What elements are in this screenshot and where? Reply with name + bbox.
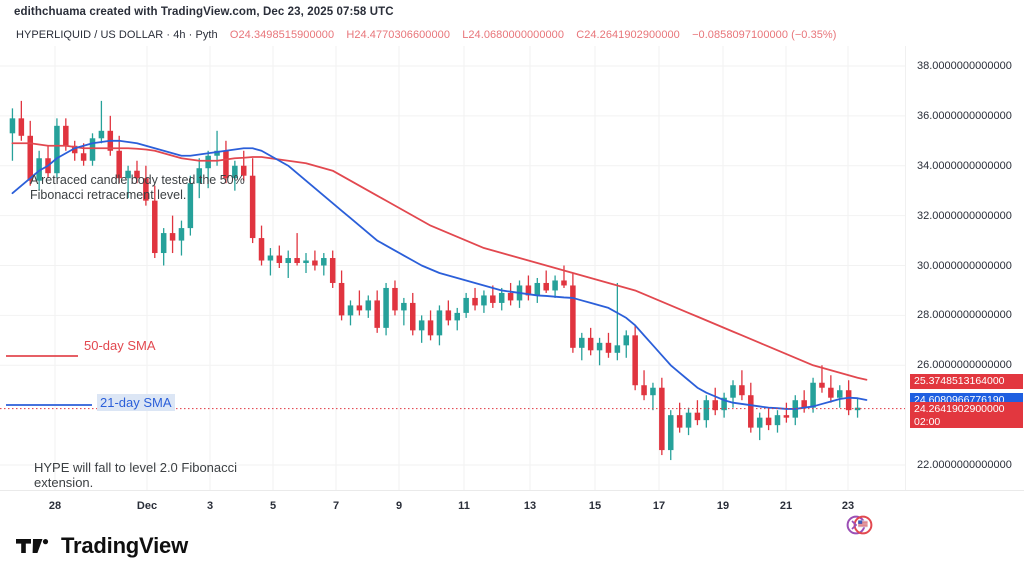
time-axis-label: 9 — [395, 500, 403, 512]
sma50-legend-label: 50-day SMA — [84, 338, 156, 353]
time-axis-label: Dec — [136, 500, 158, 512]
time-axis-label: 13 — [523, 500, 537, 512]
low-key: L — [462, 29, 469, 41]
price-axis-label: 36.0000000000000 — [917, 109, 1012, 122]
time-axis-label: 15 — [588, 500, 602, 512]
price-axis-label: 38.0000000000000 — [917, 59, 1012, 72]
time-axis-label: 28 — [48, 500, 62, 512]
price-badge[interactable]: 25.3748513164000 — [910, 373, 1023, 389]
price-badge-value: 25.3748513164000 — [914, 374, 1005, 387]
time-axis-label: 17 — [652, 500, 666, 512]
price-axis-label: 28.0000000000000 — [917, 309, 1012, 322]
tradingview-logo-icon — [16, 539, 49, 553]
high-value: 24.4770306600000 — [354, 29, 450, 41]
interval-label[interactable]: 4h — [173, 29, 186, 41]
price-badge[interactable]: 24.2641902900000 02:00 — [910, 401, 1023, 428]
brand-name: TradingView — [61, 533, 188, 558]
time-axis-label: 7 — [332, 500, 340, 512]
time-axis-label: 19 — [716, 500, 730, 512]
time-axis-label: 5 — [269, 500, 277, 512]
time-axis-label: 23 — [841, 500, 855, 512]
high-key: H — [346, 29, 355, 41]
price-axis-label: 26.0000000000000 — [917, 359, 1012, 372]
price-axis-label: 30.0000000000000 — [917, 259, 1012, 272]
price-axis-label: 34.0000000000000 — [917, 159, 1012, 172]
change-percent: (−0.35%) — [791, 29, 837, 41]
close-key: C — [576, 29, 585, 41]
annotation-top: A retraced candle body tested the 50% Fi… — [30, 173, 245, 202]
flag-globe-badge-icon — [846, 515, 873, 535]
data-source-label: Pyth — [195, 29, 218, 41]
low-value: 24.0680000000000 — [468, 29, 564, 41]
sma21-legend-label: 21-day SMA — [97, 394, 175, 411]
open-key: O — [229, 29, 239, 41]
close-value: 24.2641902900000 — [584, 29, 680, 41]
change-value: −0.0858097100000 — [692, 29, 788, 41]
annotation-bottom: HYPE will fall to level 2.0 Fibonacci ex… — [34, 460, 238, 490]
candlestick-plot — [0, 46, 905, 490]
footer: TradingView — [0, 522, 1024, 570]
time-axis[interactable]: 28 Dec 3 5 7 9 11 13 15 17 19 21 23 — [0, 490, 1024, 523]
price-badge-value: 24.2641902900000 — [914, 402, 1005, 415]
price-axis-label: 32.0000000000000 — [917, 209, 1012, 222]
price-badge-time: 02:00 — [914, 415, 941, 428]
price-axis[interactable]: 38.0000000000000 36.0000000000000 34.00000… — [905, 46, 1024, 490]
chart-plot-area[interactable]: A retraced candle body tested the 50% Fi… — [0, 46, 905, 535]
time-axis-label: 3 — [206, 500, 214, 512]
symbol-ohlc-line: HYPERLIQUID / US DOLLAR · 4h · Pyth O24.… — [16, 29, 837, 41]
time-axis-label: 11 — [458, 500, 470, 512]
attribution-text: edithchuama created with TradingView.com… — [14, 6, 394, 18]
time-axis-label: 21 — [779, 500, 793, 512]
price-axis-label: 22.0000000000000 — [917, 459, 1012, 472]
open-value: 24.3498515900000 — [238, 29, 335, 41]
symbol-name[interactable]: HYPERLIQUID / US DOLLAR — [16, 29, 164, 41]
